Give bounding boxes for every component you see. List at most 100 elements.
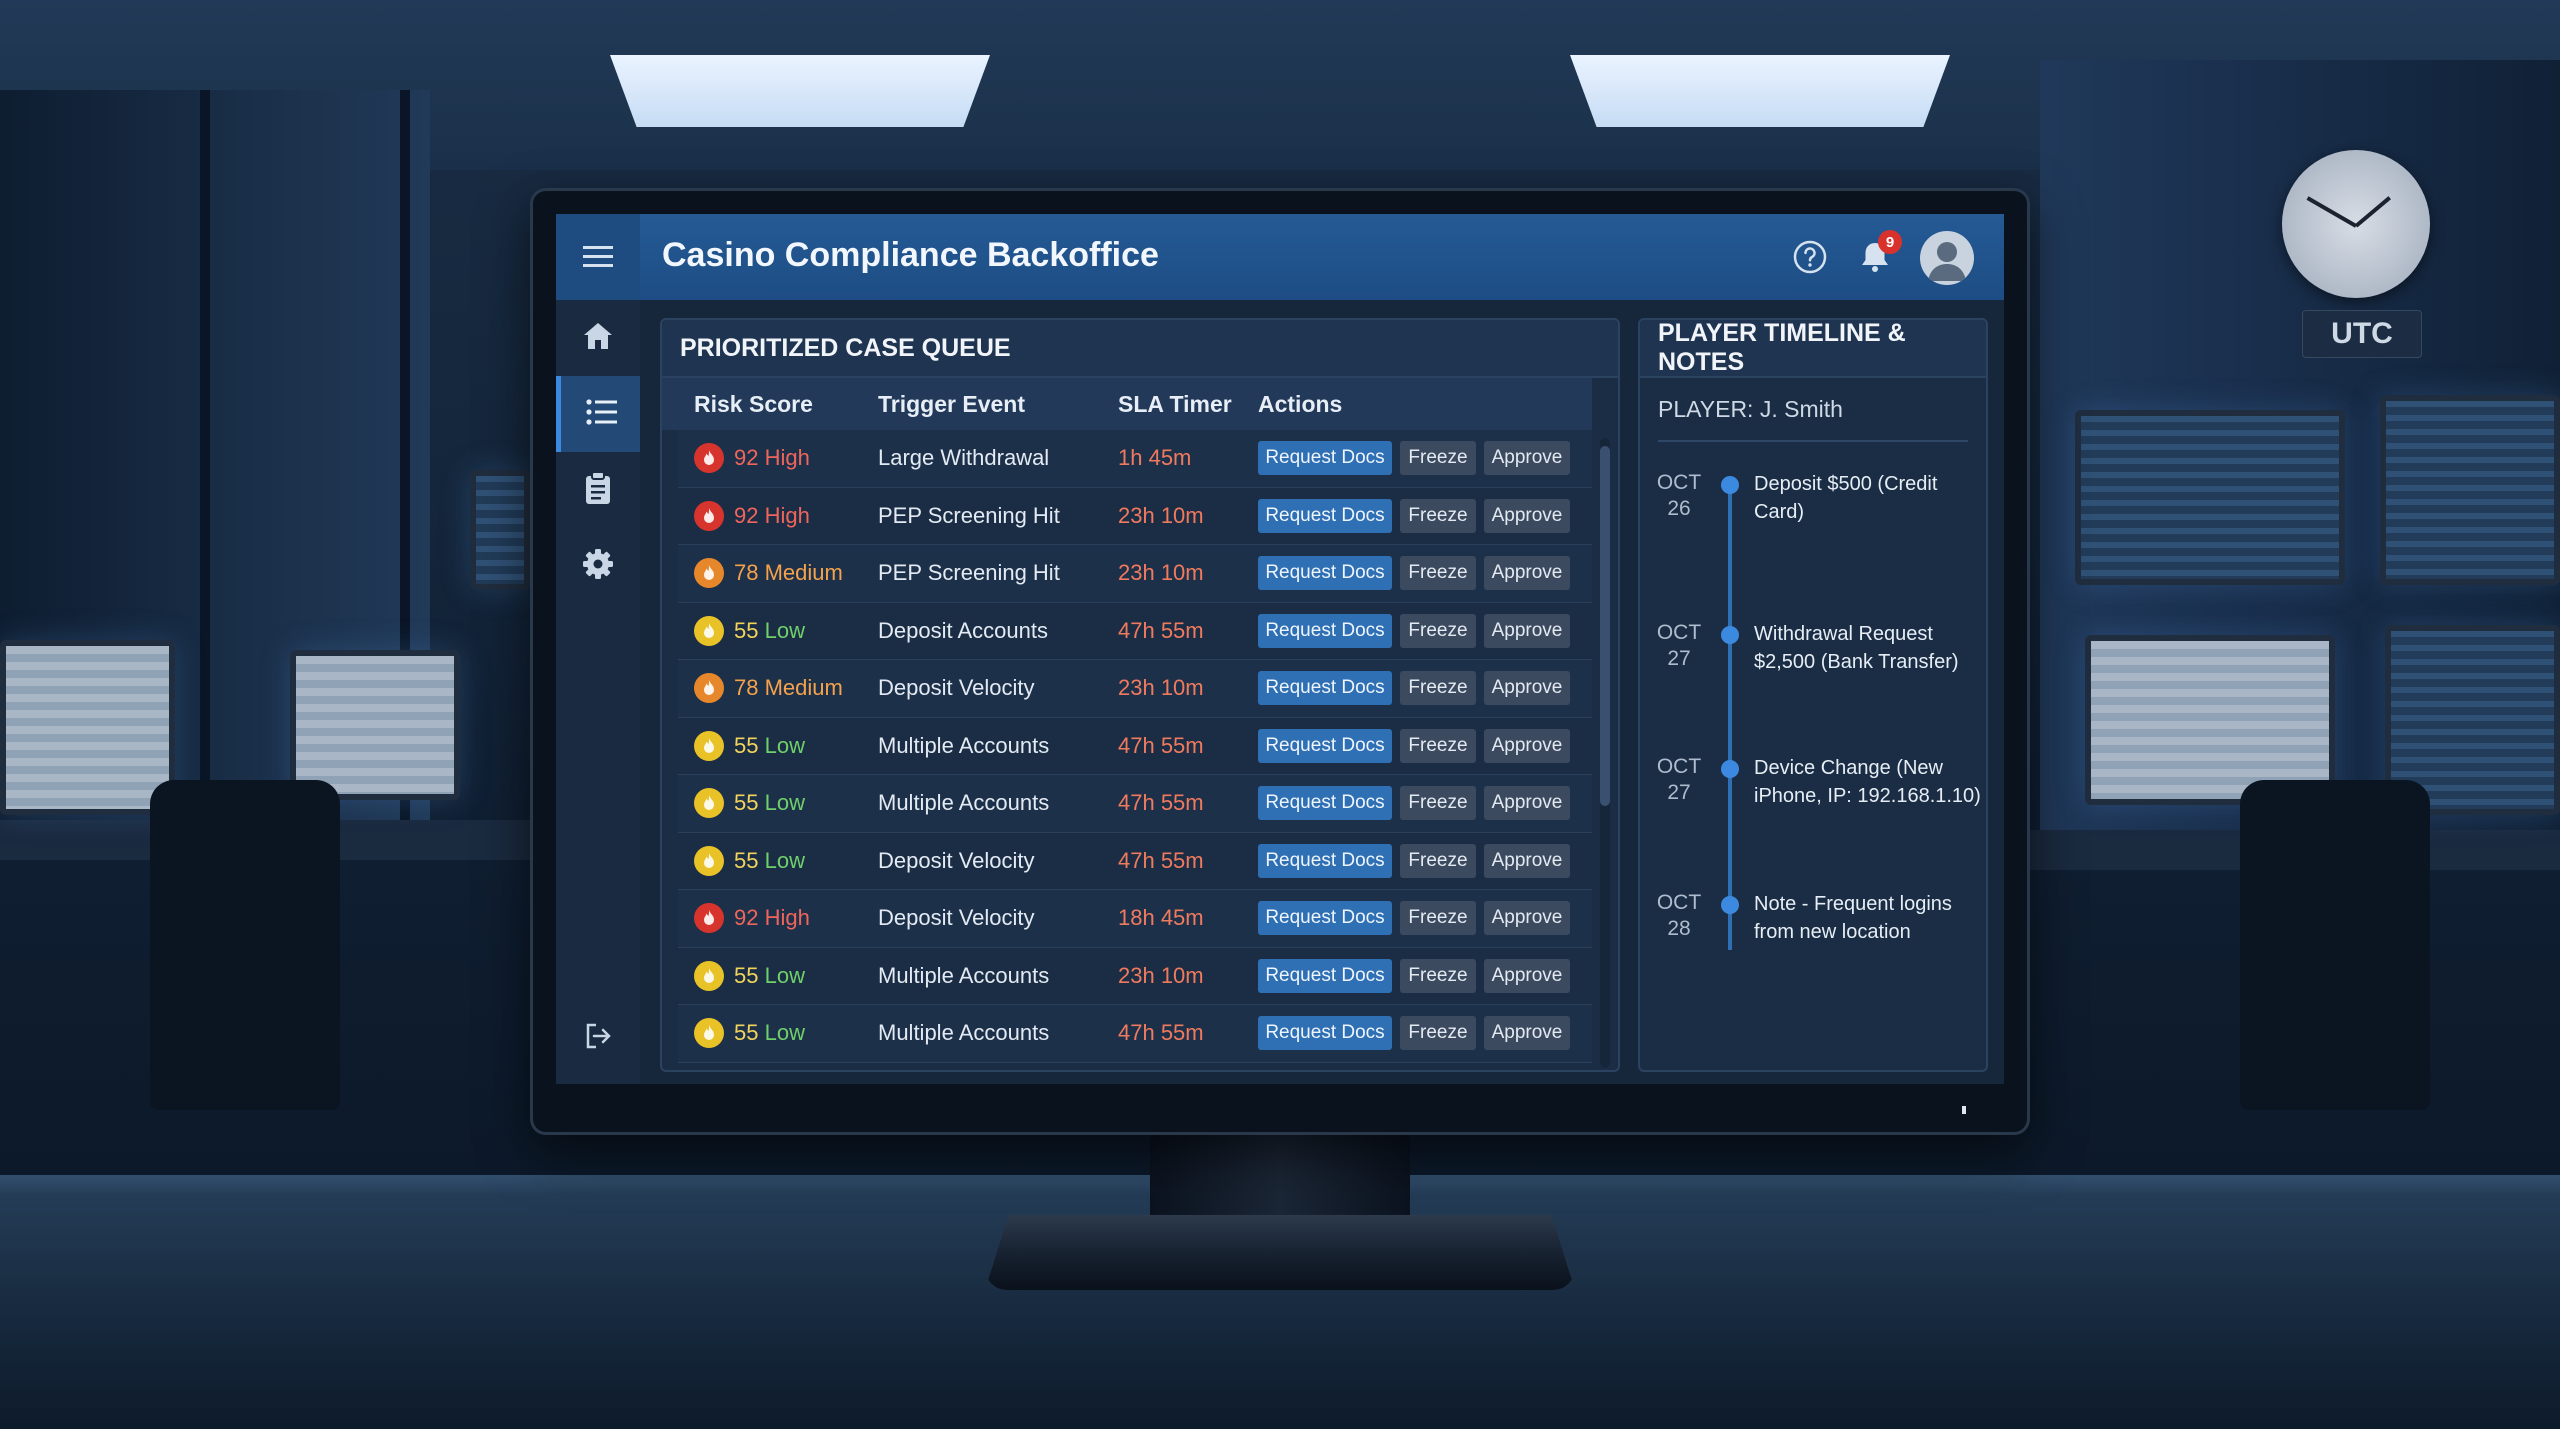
case-queue-title: PRIORITIZED CASE QUEUE — [662, 320, 1618, 378]
risk-level: Low — [764, 962, 805, 988]
background-monitor — [290, 650, 460, 800]
timeline-title: PLAYER TIMELINE & NOTES — [1640, 320, 1986, 378]
player-timeline-panel: PLAYER TIMELINE & NOTES PLAYER: J. Smith… — [1638, 318, 1988, 1072]
risk-score-value: 55 — [734, 732, 759, 758]
sidebar-item-home[interactable] — [556, 300, 640, 376]
approve-button[interactable]: Approve — [1484, 728, 1570, 763]
request-docs-button[interactable]: Request Docs — [1258, 556, 1392, 591]
request-docs-button[interactable]: Request Docs — [1258, 1016, 1392, 1051]
approve-button[interactable]: Approve — [1484, 901, 1570, 936]
top-bar: Casino Compliance Backoffice 9 — [556, 214, 2004, 300]
monitor-stand-base — [985, 1215, 1575, 1290]
flame-icon — [694, 673, 724, 704]
freeze-button[interactable]: Freeze — [1400, 441, 1476, 476]
table-row[interactable]: 78 Medium PEP Screening Hit 23h 10m Request… — [678, 545, 1592, 603]
freeze-button[interactable]: Freeze — [1400, 786, 1476, 821]
table-row[interactable]: 92 High Deposit Velocity 18h 45m Request Do… — [678, 890, 1592, 948]
risk-level: High — [764, 502, 810, 528]
approve-button[interactable]: Approve — [1484, 958, 1570, 993]
approve-button[interactable]: Approve — [1484, 498, 1570, 533]
request-docs-button[interactable]: Request Docs — [1258, 728, 1392, 763]
approve-button[interactable]: Approve — [1484, 671, 1570, 706]
flame-icon — [694, 500, 724, 531]
flame-icon — [694, 443, 724, 474]
background-monitor — [2085, 635, 2335, 805]
timeline-dot — [1721, 626, 1739, 644]
event-description: Deposit $500 (Credit Card) — [1754, 473, 1938, 523]
request-docs-button[interactable]: Request Docs — [1258, 843, 1392, 878]
gear-icon — [582, 548, 614, 585]
freeze-button[interactable]: Freeze — [1400, 556, 1476, 591]
sla-timer: 23h 10m — [1118, 962, 1204, 988]
table-row[interactable]: 78 Medium Deposit Velocity 23h 10m Request … — [678, 660, 1592, 718]
timeline-dot — [1721, 476, 1739, 494]
freeze-button[interactable]: Freeze — [1400, 958, 1476, 993]
approve-button[interactable]: Approve — [1484, 843, 1570, 878]
hamburger-menu-icon[interactable] — [556, 214, 640, 300]
event-day: 27 — [1667, 647, 1691, 670]
risk-score: 55 Low — [734, 1020, 805, 1046]
sidebar-item-reports[interactable] — [556, 452, 640, 528]
column-header-trigger[interactable]: Trigger Event — [878, 390, 1025, 417]
risk-score: 55 Low — [734, 733, 805, 759]
table-row[interactable]: 55 Low Deposit Accounts 47h 55m Request Doc… — [678, 603, 1592, 660]
request-docs-button[interactable]: Request Docs — [1258, 958, 1392, 993]
table-row[interactable]: 92 High PEP Screening Hit 23h 10m Request D… — [678, 488, 1592, 545]
list-icon — [585, 398, 617, 431]
player-name: PLAYER: J. Smith — [1658, 396, 1843, 422]
background-monitor — [0, 640, 175, 815]
logout-button[interactable] — [556, 1000, 640, 1076]
freeze-button[interactable]: Freeze — [1400, 1016, 1476, 1051]
risk-score: 78 Medium — [734, 675, 843, 701]
event-description: Withdrawal Request $2,500 (Bank Transfer… — [1754, 623, 1959, 673]
risk-score: 92 High — [734, 503, 810, 529]
table-row[interactable]: 55 Low Multiple Accounts 47h 55m Request Do… — [678, 775, 1592, 833]
event-day: 28 — [1667, 917, 1691, 940]
user-avatar-icon[interactable] — [1920, 231, 1974, 285]
scrollbar-thumb[interactable] — [1600, 446, 1610, 806]
logout-icon — [583, 1021, 613, 1056]
risk-score-value: 55 — [734, 1020, 759, 1046]
table-row[interactable]: 92 High Large Withdrawal 1h 45m Request Doc… — [678, 430, 1592, 488]
column-header-sla[interactable]: SLA Timer — [1118, 390, 1232, 417]
freeze-button[interactable]: Freeze — [1400, 498, 1476, 533]
trigger-event: Multiple Accounts — [878, 732, 1050, 758]
table-row[interactable]: 55 Low Deposit Velocity 47h 55m Request Doc… — [678, 833, 1592, 890]
event-month: OCT — [1656, 621, 1702, 644]
risk-score: 55 Low — [734, 963, 805, 989]
risk-score: 78 Medium — [734, 560, 843, 586]
event-month: OCT — [1656, 755, 1702, 778]
request-docs-button[interactable]: Request Docs — [1258, 901, 1392, 936]
freeze-button[interactable]: Freeze — [1400, 901, 1476, 936]
column-header-risk[interactable]: Risk Score — [694, 390, 813, 417]
request-docs-button[interactable]: Request Docs — [1258, 441, 1392, 476]
table-scrollbar[interactable] — [1600, 438, 1610, 1068]
approve-button[interactable]: Approve — [1484, 786, 1570, 821]
request-docs-button[interactable]: Request Docs — [1258, 786, 1392, 821]
table-row[interactable]: 55 Low Multiple Accounts 47h 55m Request Do… — [678, 718, 1592, 775]
risk-level: High — [764, 445, 810, 471]
sidebar — [556, 300, 640, 1084]
freeze-button[interactable]: Freeze — [1400, 613, 1476, 648]
approve-button[interactable]: Approve — [1484, 1016, 1570, 1051]
table-row[interactable]: 55 Low Multiple Accounts 47h 55m Request Do… — [678, 1005, 1592, 1063]
sidebar-item-queue[interactable] — [556, 376, 640, 452]
trigger-event: Multiple Accounts — [878, 1020, 1050, 1046]
app-title: Casino Compliance Backoffice — [662, 236, 1159, 274]
sidebar-item-settings[interactable] — [556, 528, 640, 604]
ceiling-light — [610, 55, 990, 127]
freeze-button[interactable]: Freeze — [1400, 728, 1476, 763]
risk-level: Low — [764, 1020, 805, 1046]
freeze-button[interactable]: Freeze — [1400, 843, 1476, 878]
risk-score-value: 92 — [734, 502, 759, 528]
question-circle-icon[interactable] — [1792, 239, 1828, 275]
approve-button[interactable]: Approve — [1484, 613, 1570, 648]
request-docs-button[interactable]: Request Docs — [1258, 613, 1392, 648]
request-docs-button[interactable]: Request Docs — [1258, 671, 1392, 706]
request-docs-button[interactable]: Request Docs — [1258, 498, 1392, 533]
table-row[interactable]: 55 Low Multiple Accounts 23h 10m Request Do… — [678, 948, 1592, 1005]
bell-icon[interactable]: 9 — [1856, 230, 1902, 276]
approve-button[interactable]: Approve — [1484, 556, 1570, 591]
approve-button[interactable]: Approve — [1484, 441, 1570, 476]
freeze-button[interactable]: Freeze — [1400, 671, 1476, 706]
